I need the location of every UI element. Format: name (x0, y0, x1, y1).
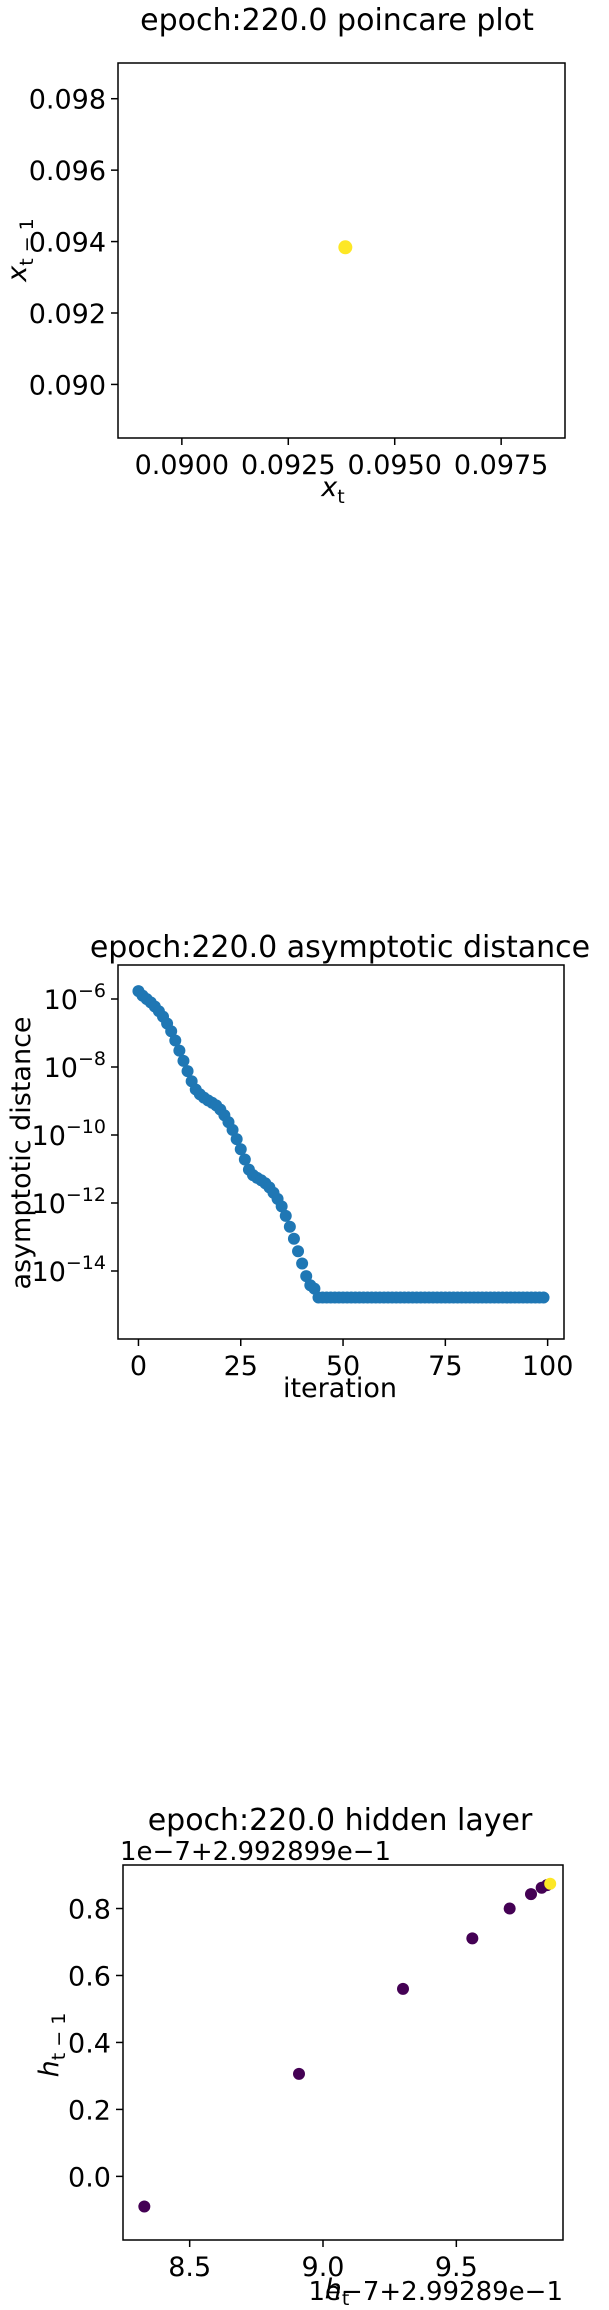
hidden-point (397, 1982, 409, 1995)
asymptotic-point (300, 1270, 313, 1283)
asymptotic-x-ticks: 0 25 50 75 100 (130, 1339, 574, 1382)
hidden-x-tick-label: 9.0 (302, 2252, 345, 2283)
asymptotic-y-tick-label: 10−12 (32, 1184, 106, 1220)
asymptotic-point (230, 1133, 243, 1146)
asymptotic-point (275, 1200, 288, 1213)
asymptotic-point (177, 1054, 190, 1067)
hidden-y-tick-label: 0.8 (68, 1895, 111, 1926)
poincare-chart: epoch:220.0 poincare plot 0.0900 0.0925 0.… (2, 3, 566, 508)
hidden-point (525, 1888, 537, 1901)
asymptotic-point (537, 1291, 550, 1304)
poincare-y-tick-label: 0.096 (29, 156, 106, 187)
asymptotic-x-tick-label: 50 (326, 1351, 360, 1382)
hidden-plot-frame (122, 1864, 564, 2241)
hidden-x-tick-label: 8.5 (168, 2252, 211, 2283)
hidden-y-label: ht − 1 (34, 2013, 70, 2078)
asymptotic-point (234, 1143, 247, 1156)
hidden-title: epoch:220.0 hidden layer (148, 1803, 533, 1838)
asymptotic-point (296, 1257, 309, 1270)
poincare-y-tick-label: 0.090 (29, 370, 106, 401)
asymptotic-y-label: asymptotic distance (6, 1016, 37, 1289)
hidden-point (293, 2067, 305, 2080)
hidden-point (544, 1877, 557, 1890)
asymptotic-point (181, 1065, 194, 1078)
asymptotic-point (283, 1220, 296, 1233)
hidden-y-tick-label: 0.6 (68, 1961, 111, 1992)
hidden-y-offset-text: 1e−7+2.992899e−1 (120, 1837, 391, 1867)
asymptotic-x-tick-label: 100 (522, 1351, 574, 1382)
poincare-x-tick-label: 0.0925 (241, 450, 335, 481)
asymptotic-point (287, 1232, 300, 1245)
hidden-point (138, 2200, 151, 2213)
asymptotic-marks (132, 985, 550, 1304)
asymptotic-x-tick-label: 25 (224, 1351, 258, 1382)
asymptotic-x-tick-label: 0 (130, 1351, 147, 1382)
poincare-point (338, 240, 353, 255)
asymptotic-y-ticks: 10−6 10−8 10−10 10−12 10−14 (32, 980, 118, 1288)
poincare-y-label: xt − 1 (2, 218, 38, 283)
poincare-title: epoch:220.0 poincare plot (140, 3, 534, 38)
poincare-x-tick-label: 0.0900 (135, 450, 229, 481)
hidden-y-ticks: 0.8 0.6 0.4 0.2 0.0 (68, 1895, 123, 2193)
asymptotic-point (292, 1245, 305, 1258)
asymptotic-y-tick-label: 10−8 (44, 1048, 106, 1084)
asymptotic-point (226, 1123, 239, 1136)
poincare-x-ticks: 0.0900 0.0925 0.0950 0.0975 (135, 438, 548, 481)
hidden-marks (138, 1877, 557, 2213)
hidden-point (466, 1932, 479, 1945)
hidden-chart: epoch:220.0 hidden layer 1e−7+2.992899e−… (34, 1803, 564, 2310)
asymptotic-chart: epoch:220.0 asymptotic distance 0 25 50 75 1… (6, 930, 590, 1404)
asymptotic-plot-frame (117, 964, 565, 1340)
poincare-x-tick-label: 0.0975 (454, 450, 548, 481)
poincare-plot-frame (117, 62, 566, 439)
hidden-x-ticks: 8.5 9.0 9.5 (168, 2240, 478, 2283)
asymptotic-point (279, 1209, 292, 1222)
asymptotic-point (173, 1044, 186, 1057)
poincare-y-tick-label: 0.094 (29, 228, 106, 259)
asymptotic-y-tick-label: 10−10 (32, 1116, 106, 1152)
asymptotic-point (238, 1153, 251, 1166)
hidden-x-tick-label: 9.5 (435, 2252, 478, 2283)
poincare-x-label: xt (320, 472, 344, 508)
hidden-x-label: ht (325, 2274, 350, 2310)
asymptotic-title: epoch:220.0 asymptotic distance (90, 930, 590, 965)
asymptotic-x-tick-label: 75 (428, 1351, 462, 1382)
hidden-y-tick-label: 0.0 (68, 2162, 111, 2193)
hidden-y-tick-label: 0.4 (68, 2028, 111, 2059)
asymptotic-point (165, 1025, 178, 1038)
poincare-y-tick-label: 0.092 (29, 299, 106, 330)
hidden-point (503, 1902, 516, 1915)
hidden-y-tick-label: 0.2 (68, 2095, 111, 2126)
hidden-x-offset-text: 1e−7+2.99289e−1 (309, 2277, 564, 2307)
poincare-x-tick-label: 0.0950 (347, 450, 441, 481)
asymptotic-x-label: iteration (283, 1373, 397, 1404)
poincare-marks (338, 240, 353, 255)
poincare-y-ticks: 0.090 0.092 0.094 0.096 0.098 (29, 85, 118, 401)
asymptotic-point (169, 1034, 182, 1047)
asymptotic-y-tick-label: 10−14 (32, 1252, 106, 1288)
asymptotic-y-tick-label: 10−6 (44, 980, 106, 1016)
poincare-y-tick-label: 0.098 (29, 85, 106, 116)
